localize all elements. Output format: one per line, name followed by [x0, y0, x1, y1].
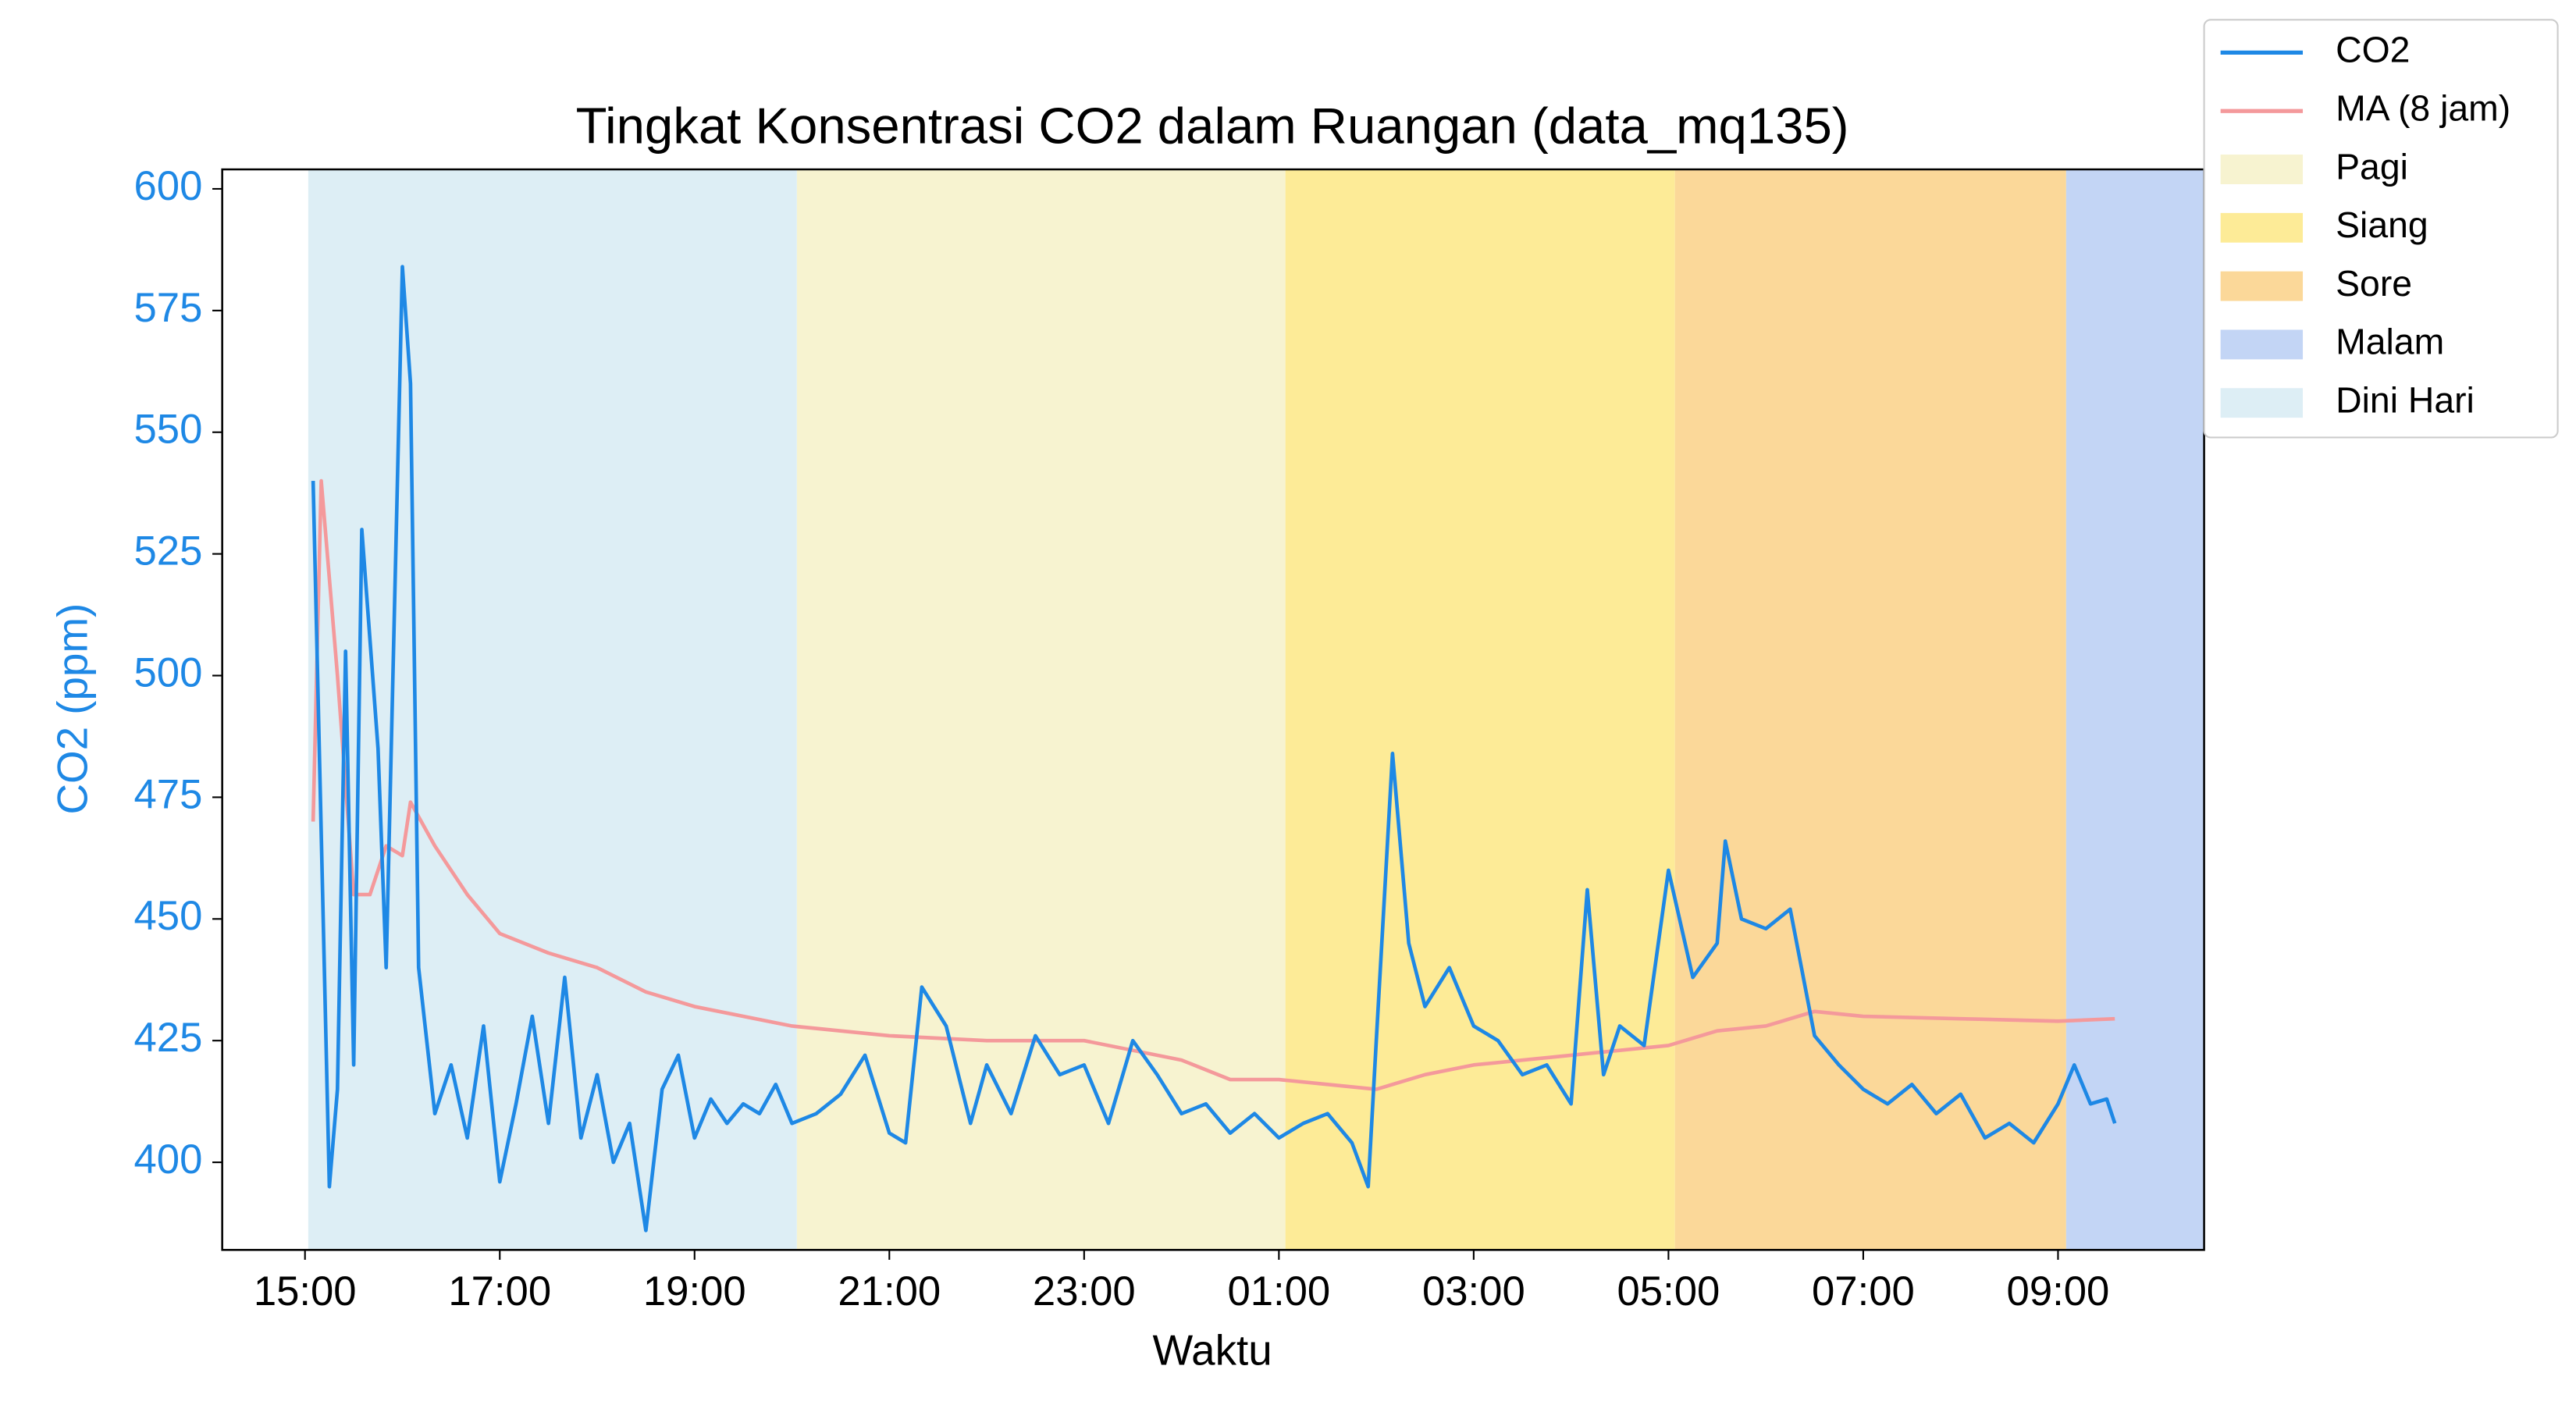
y-axis-label: CO2 (ppm): [48, 603, 97, 815]
plot-frame: [221, 168, 2205, 1251]
data-line: [311, 265, 2117, 1232]
legend-swatch: [2220, 329, 2304, 360]
x-tick-label: 07:00: [1812, 1268, 1915, 1314]
y-tick-label: 575: [134, 285, 203, 331]
y-tick-label: 475: [134, 771, 203, 817]
x-tick-label: 01:00: [1227, 1268, 1330, 1314]
y-tick-label: 550: [134, 407, 203, 453]
x-tick-label: 17:00: [448, 1268, 551, 1314]
legend-label: CO2: [2336, 30, 2410, 70]
legend-label: Malam: [2336, 322, 2444, 362]
y-tick-label: 500: [134, 649, 203, 695]
x-tick-label: 05:00: [1617, 1268, 1720, 1314]
data-line: [311, 478, 2115, 1091]
x-tick-label: 15:00: [254, 1268, 357, 1314]
y-tick-label: 525: [134, 528, 203, 574]
period-band: [308, 169, 797, 1250]
legend-label: MA (8 jam): [2336, 87, 2510, 128]
legend-label: Pagi: [2336, 146, 2408, 187]
legend-swatch: [2220, 388, 2304, 418]
y-tick-label: 400: [134, 1136, 203, 1183]
x-tick-label: 23:00: [1033, 1268, 1136, 1314]
period-band: [796, 169, 1286, 1250]
y-tick-label: 450: [134, 893, 203, 939]
x-tick-label: 21:00: [838, 1268, 941, 1314]
legend-swatch: [2220, 155, 2304, 184]
x-tick-label: 09:00: [2007, 1268, 2110, 1314]
legend-label: Sore: [2336, 263, 2412, 304]
y-tick-label: 425: [134, 1015, 203, 1061]
legend-label: Dini Hari: [2336, 379, 2475, 420]
x-axis-label: Waktu: [1152, 1326, 1272, 1375]
chart-title: Tingkat Konsentrasi CO2 dalam Ruangan (d…: [576, 98, 1849, 155]
legend-swatch: [2220, 271, 2304, 301]
y-tick-label: 600: [134, 163, 203, 209]
x-tick-label: 19:00: [643, 1268, 746, 1314]
period-band: [2065, 169, 2204, 1250]
legend-swatch: [2220, 212, 2304, 243]
x-tick-label: 03:00: [1422, 1268, 1525, 1314]
period-band: [1285, 169, 1675, 1250]
period-band: [1674, 169, 2066, 1250]
legend-label: Siang: [2336, 205, 2428, 245]
